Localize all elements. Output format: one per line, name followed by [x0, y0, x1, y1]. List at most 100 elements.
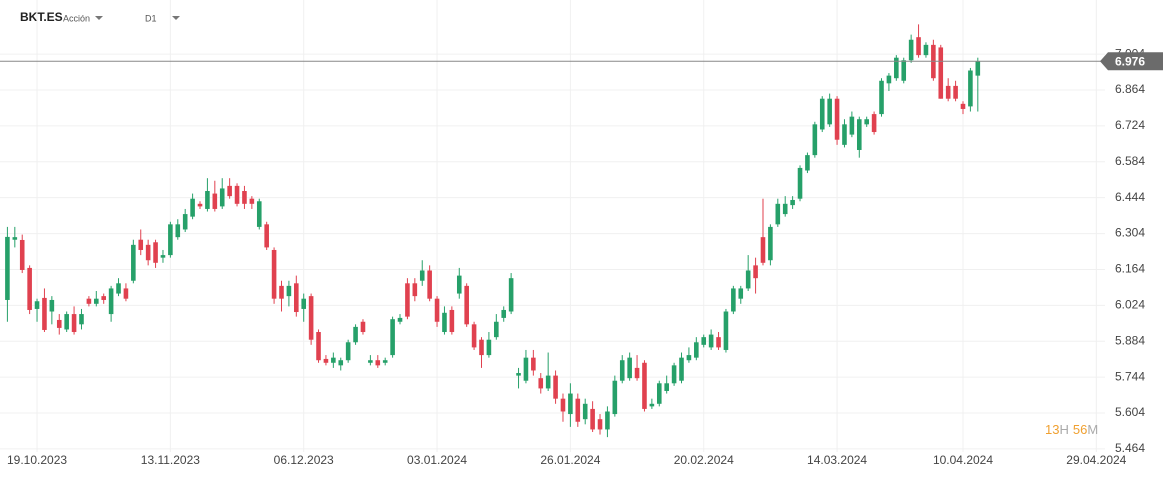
symbol-dropdown[interactable] [95, 16, 103, 20]
y-tick-label: 5.744 [1115, 369, 1145, 383]
candle-body [323, 358, 329, 363]
candle-body [108, 288, 114, 315]
countdown-h: H [1059, 422, 1068, 437]
y-tick-label: 6.304 [1115, 226, 1145, 240]
grid: 5.464 5.604 5.744 5.884 6.024 6.164 6.304 6.444… [0, 0, 1145, 467]
candle-body [745, 270, 751, 289]
candle-body [968, 70, 973, 107]
candle-body [434, 298, 440, 322]
candle-body [286, 285, 292, 297]
candle-body [753, 265, 758, 279]
candle-body [116, 283, 121, 294]
candle-body [427, 270, 432, 299]
candle-body [701, 337, 707, 345]
candle-body [590, 408, 595, 430]
x-tick-label: 29.04.2024 [1066, 453, 1126, 467]
candle-body [716, 337, 721, 348]
candle-body [960, 103, 966, 109]
candle-body [397, 317, 403, 322]
y-tick-label: 6.024 [1115, 298, 1145, 312]
y-tick-label: 5.464 [1115, 441, 1145, 455]
candle-body [575, 398, 581, 422]
price-tag [1100, 52, 1163, 71]
x-tick-label: 14.03.2024 [807, 453, 867, 467]
candle-body [419, 270, 425, 281]
candle-body [864, 119, 869, 125]
x-tick-label: 20.02.2024 [674, 453, 734, 467]
candle-body [768, 226, 773, 261]
x-tick-label: 13.11.2023 [141, 453, 200, 467]
candle-body [264, 224, 269, 248]
y-tick-label: 6.164 [1115, 262, 1145, 276]
candle-body [568, 393, 573, 415]
candle-body [301, 298, 307, 309]
candle-body [738, 288, 744, 299]
price-label: 6.976 [1115, 54, 1145, 68]
candle-body [242, 191, 247, 204]
candle-body [945, 85, 951, 99]
candle-body [619, 360, 625, 381]
candle-body [182, 214, 188, 230]
overlay: 6.976 [0, 52, 1163, 71]
candle-body [656, 383, 662, 404]
candle-body [294, 283, 299, 313]
candle-body [168, 224, 173, 256]
candle-body [5, 236, 10, 300]
candle-body [797, 167, 803, 199]
y-tick-label: 6.584 [1115, 154, 1145, 168]
candles [5, 24, 981, 438]
candle-body [538, 378, 544, 389]
candle-body [382, 360, 388, 363]
candle-body [219, 188, 225, 207]
candle-body [153, 242, 158, 263]
candle-body [886, 75, 892, 84]
candle-body [871, 114, 877, 133]
candle-body [405, 283, 410, 317]
candle-body [64, 314, 69, 330]
candle-body [494, 321, 499, 338]
candle-body [234, 185, 240, 204]
candle-body [553, 375, 558, 399]
timeframe-dropdown[interactable] [172, 16, 180, 20]
countdown-hours: 13 [1045, 422, 1059, 437]
candle-body [523, 357, 529, 381]
candle-body [479, 339, 484, 356]
candle-body [390, 319, 395, 356]
candle-body [627, 357, 632, 379]
instrument-kind: Acción [63, 13, 90, 23]
candle-body [86, 298, 92, 304]
candle-body [879, 80, 884, 115]
candle-body [71, 314, 77, 333]
candle-body [131, 244, 136, 281]
countdown-m: M [1087, 422, 1098, 437]
x-tick-label: 03.01.2024 [407, 453, 467, 467]
candle-body [790, 199, 795, 206]
candle-body [916, 37, 921, 56]
candle-body [501, 309, 507, 318]
candle-body [456, 275, 462, 294]
candle-body [412, 283, 418, 297]
candle-body [34, 301, 40, 309]
candle-body [731, 288, 736, 312]
y-tick-label: 5.604 [1115, 405, 1145, 419]
candle-body [634, 367, 640, 379]
candle-body [901, 60, 907, 81]
candle-body [338, 360, 344, 366]
candle-body [679, 357, 684, 381]
candle-body [508, 278, 514, 312]
candle-body [205, 191, 210, 209]
candle-body [331, 357, 336, 363]
candle-body [94, 298, 99, 304]
x-tick-label: 06.12.2023 [274, 453, 334, 467]
symbol[interactable]: BKT.ES [20, 10, 63, 24]
candle-body [471, 324, 477, 348]
candle-body [560, 398, 566, 412]
candle-body [642, 362, 647, 409]
timeframe[interactable]: D1 [145, 13, 157, 23]
candle-body [975, 61, 981, 76]
candle-body [308, 296, 314, 340]
candle-body [856, 119, 862, 150]
candle-body [316, 332, 321, 361]
y-tick-label: 5.884 [1115, 333, 1145, 347]
